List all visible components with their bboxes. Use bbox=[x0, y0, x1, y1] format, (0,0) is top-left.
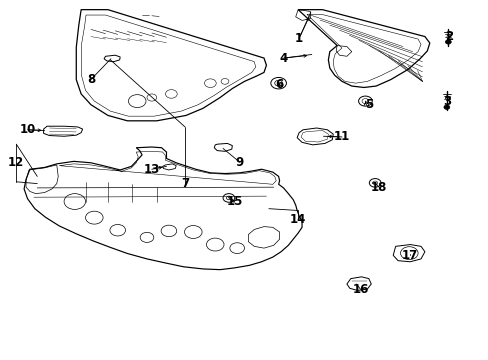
Text: 12: 12 bbox=[8, 156, 24, 168]
Text: 17: 17 bbox=[401, 249, 418, 262]
Text: 13: 13 bbox=[143, 163, 160, 176]
Text: 1: 1 bbox=[294, 32, 303, 45]
Text: 16: 16 bbox=[352, 283, 368, 296]
Text: 4: 4 bbox=[279, 51, 287, 64]
Text: 7: 7 bbox=[181, 177, 189, 190]
Text: 9: 9 bbox=[235, 156, 243, 168]
Text: 15: 15 bbox=[226, 195, 243, 208]
Text: 18: 18 bbox=[370, 181, 386, 194]
Circle shape bbox=[443, 105, 449, 109]
Text: 14: 14 bbox=[289, 213, 305, 226]
Text: 5: 5 bbox=[364, 98, 372, 111]
Text: 11: 11 bbox=[333, 130, 349, 144]
Circle shape bbox=[445, 40, 450, 44]
Text: 2: 2 bbox=[444, 30, 452, 43]
Text: 6: 6 bbox=[275, 78, 283, 91]
Text: 10: 10 bbox=[20, 123, 36, 136]
Text: 3: 3 bbox=[442, 95, 450, 108]
Text: 8: 8 bbox=[86, 73, 95, 86]
